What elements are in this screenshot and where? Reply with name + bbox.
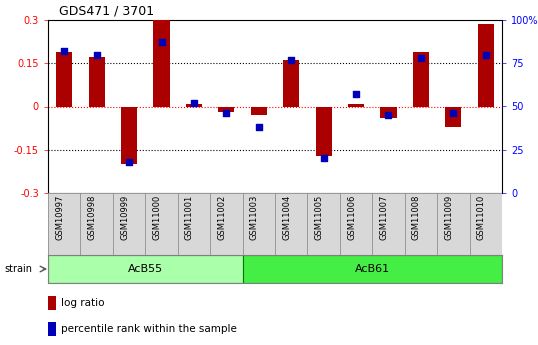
- Text: GDS471 / 3701: GDS471 / 3701: [59, 4, 154, 17]
- Text: GSM11006: GSM11006: [347, 195, 356, 240]
- Text: log ratio: log ratio: [61, 297, 104, 307]
- Point: [352, 92, 360, 97]
- Bar: [478, 24, 494, 107]
- Bar: [218, 107, 235, 112]
- Bar: [445, 107, 462, 127]
- Text: GSM11000: GSM11000: [152, 195, 161, 240]
- Bar: [48, 255, 243, 283]
- Text: GSM11009: GSM11009: [444, 195, 454, 240]
- Bar: [56, 52, 72, 107]
- Bar: [315, 107, 332, 156]
- Bar: [121, 107, 137, 164]
- Bar: [413, 52, 429, 107]
- Bar: [48, 296, 56, 309]
- Point: [222, 111, 231, 116]
- Point: [254, 125, 263, 130]
- Point: [157, 40, 166, 45]
- Bar: [380, 107, 397, 118]
- Bar: [153, 20, 169, 107]
- Bar: [186, 104, 202, 107]
- Bar: [283, 60, 299, 107]
- Point: [189, 100, 198, 106]
- Text: GSM10997: GSM10997: [55, 195, 64, 240]
- Text: AcB55: AcB55: [128, 264, 163, 274]
- Text: GSM11003: GSM11003: [250, 195, 259, 240]
- Text: AcB61: AcB61: [355, 264, 390, 274]
- Point: [449, 111, 458, 116]
- Text: percentile rank within the sample: percentile rank within the sample: [61, 324, 237, 334]
- Text: GSM11010: GSM11010: [477, 195, 486, 240]
- Point: [482, 52, 490, 57]
- Bar: [243, 255, 502, 283]
- Point: [93, 52, 101, 57]
- Text: GSM11004: GSM11004: [282, 195, 291, 240]
- Text: GSM11008: GSM11008: [412, 195, 421, 240]
- Point: [60, 48, 68, 54]
- Text: GSM10998: GSM10998: [88, 195, 97, 240]
- Point: [287, 57, 295, 62]
- Point: [125, 159, 133, 165]
- Text: GSM11005: GSM11005: [315, 195, 324, 240]
- Bar: [48, 322, 56, 335]
- Bar: [251, 107, 267, 115]
- Text: GSM11002: GSM11002: [217, 195, 226, 240]
- Text: strain: strain: [4, 264, 32, 274]
- Text: GSM11001: GSM11001: [185, 195, 194, 240]
- Point: [320, 156, 328, 161]
- Point: [384, 112, 393, 118]
- Bar: [348, 104, 364, 107]
- Point: [416, 55, 425, 61]
- Text: GSM10999: GSM10999: [120, 195, 129, 240]
- Bar: [89, 58, 105, 107]
- Text: GSM11007: GSM11007: [379, 195, 388, 240]
